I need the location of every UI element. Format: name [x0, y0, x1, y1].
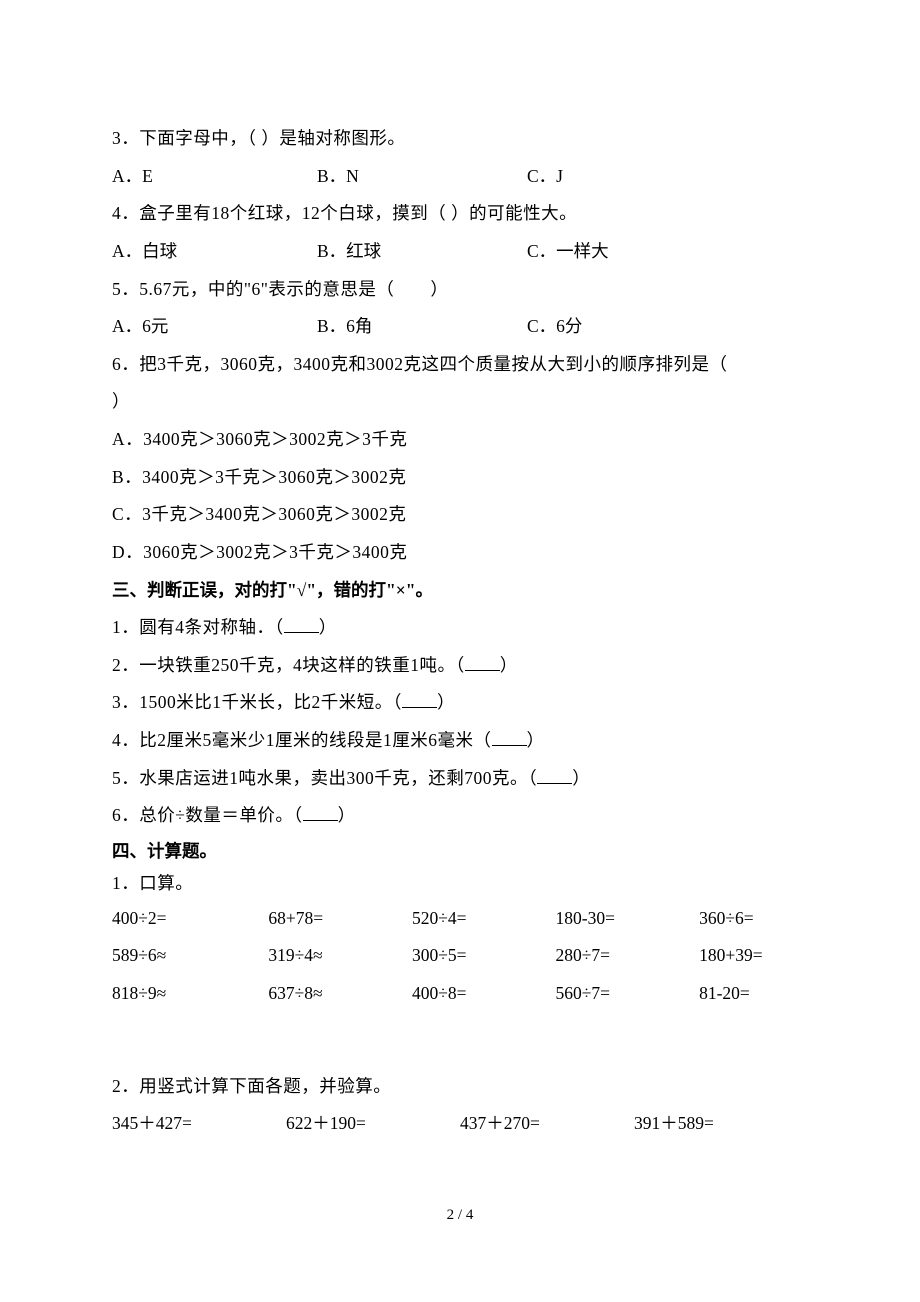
judge-2a: 2．一块铁重250千克，4块这样的铁重1吨。（	[112, 655, 465, 675]
calc-sub2: 2．用竖式计算下面各题，并验算。	[112, 1068, 808, 1106]
q5-text: 5．5.67元，中的"6"表示的意思是（ ）	[112, 271, 808, 309]
calc-cell: 319÷4≈	[268, 937, 412, 975]
blank	[284, 632, 319, 633]
q4-opt-c: C．一样大	[527, 233, 808, 271]
q6-opt-b: B．3400克＞3千克＞3060克＞3002克	[112, 459, 808, 497]
q4-text: 4．盒子里有18个红球，12个白球，摸到（ ）的可能性大。	[112, 195, 808, 233]
q3-options: A．E B．N C．J	[112, 158, 808, 196]
calc-cell: 520÷4=	[412, 900, 556, 938]
q5-opt-b: B．6角	[317, 308, 527, 346]
q6-opt-d: D．3060克＞3002克＞3千克＞3400克	[112, 534, 808, 572]
q3-opt-c: C．J	[527, 158, 808, 196]
q6-text2: ）	[112, 383, 808, 421]
q6-opt-a: A．3400克＞3060克＞3002克＞3千克	[112, 421, 808, 459]
calc-cell: 300÷5=	[412, 937, 556, 975]
calc-cell: 637÷8≈	[268, 975, 412, 1013]
calc-cell: 560÷7=	[556, 975, 700, 1013]
blank	[492, 745, 527, 746]
judge-1b: ）	[319, 617, 337, 637]
q6-text1: 6．把3千克，3060克，3400克和3002克这四个质量按从大到小的顺序排列是…	[112, 346, 808, 384]
calc-cell: 280÷7=	[556, 937, 700, 975]
calc-row-2: 589÷6≈ 319÷4≈ 300÷5= 280÷7= 180+39=	[112, 937, 808, 975]
q6-opt-c: C．3千克＞3400克＞3060克＞3002克	[112, 496, 808, 534]
judge-6: 6．总价÷数量＝单价。（ ）	[112, 797, 808, 835]
vert-cell: 345＋427=	[112, 1105, 286, 1143]
calc-sub1: 1．口算。	[112, 867, 808, 899]
q5-opt-a: A．6元	[112, 308, 317, 346]
judge-6b: ）	[338, 805, 356, 825]
calc-row-1: 400÷2= 68+78= 520÷4= 180-30= 360÷6=	[112, 900, 808, 938]
vert-cell: 391＋589=	[634, 1105, 808, 1143]
q4-opt-b: B．红球	[317, 233, 527, 271]
q3-opt-b: B．N	[317, 158, 527, 196]
blank	[303, 820, 338, 821]
calc-cell: 180-30=	[556, 900, 700, 938]
judge-4a: 4．比2厘米5毫米少1厘米的线段是1厘米6毫米（	[112, 730, 492, 750]
calc-cell: 818÷9≈	[112, 975, 268, 1013]
judge-1a: 1．圆有4条对称轴．（	[112, 617, 284, 637]
vert-row: 345＋427= 622＋190= 437＋270= 391＋589=	[112, 1105, 808, 1143]
q5-opt-c: C．6分	[527, 308, 808, 346]
vert-cell: 437＋270=	[460, 1105, 634, 1143]
page-footer: 2 / 4	[0, 1207, 920, 1224]
spacer	[112, 1013, 808, 1068]
q3-opt-a: A．E	[112, 158, 317, 196]
judge-3b: ）	[437, 692, 455, 712]
calc-cell: 81-20=	[699, 975, 808, 1013]
judge-2: 2．一块铁重250千克，4块这样的铁重1吨。（ ）	[112, 647, 808, 685]
judge-5a: 5．水果店运进1吨水果，卖出300千克，还剩700克。（	[112, 768, 537, 788]
q4-opt-a: A．白球	[112, 233, 317, 271]
calc-row-3: 818÷9≈ 637÷8≈ 400÷8= 560÷7= 81-20=	[112, 975, 808, 1013]
calc-cell: 180+39=	[699, 937, 808, 975]
judge-5b: ）	[572, 768, 590, 788]
calc-cell: 68+78=	[268, 900, 412, 938]
calc-cell: 400÷2=	[112, 900, 268, 938]
calc-cell: 360÷6=	[699, 900, 808, 938]
section4-heading: 四、计算题。	[112, 835, 808, 867]
judge-3a: 3．1500米比1千米长，比2千米短。（	[112, 692, 402, 712]
blank	[537, 783, 572, 784]
q3-text: 3．下面字母中，（ ）是轴对称图形。	[112, 120, 808, 158]
vert-cell: 622＋190=	[286, 1105, 460, 1143]
calc-cell: 589÷6≈	[112, 937, 268, 975]
judge-2b: ）	[500, 655, 518, 675]
q4-options: A．白球 B．红球 C．一样大	[112, 233, 808, 271]
judge-4: 4．比2厘米5毫米少1厘米的线段是1厘米6毫米（ ）	[112, 722, 808, 760]
q5-options: A．6元 B．6角 C．6分	[112, 308, 808, 346]
blank	[465, 670, 500, 671]
blank	[402, 707, 437, 708]
judge-3: 3．1500米比1千米长，比2千米短。（ ）	[112, 684, 808, 722]
judge-4b: ）	[527, 730, 545, 750]
judge-1: 1．圆有4条对称轴．（ ）	[112, 609, 808, 647]
calc-cell: 400÷8=	[412, 975, 556, 1013]
judge-6a: 6．总价÷数量＝单价。（	[112, 805, 303, 825]
section3-heading: 三、判断正误，对的打"√"，错的打"×"。	[112, 572, 808, 610]
judge-5: 5．水果店运进1吨水果，卖出300千克，还剩700克。（ ）	[112, 760, 808, 798]
